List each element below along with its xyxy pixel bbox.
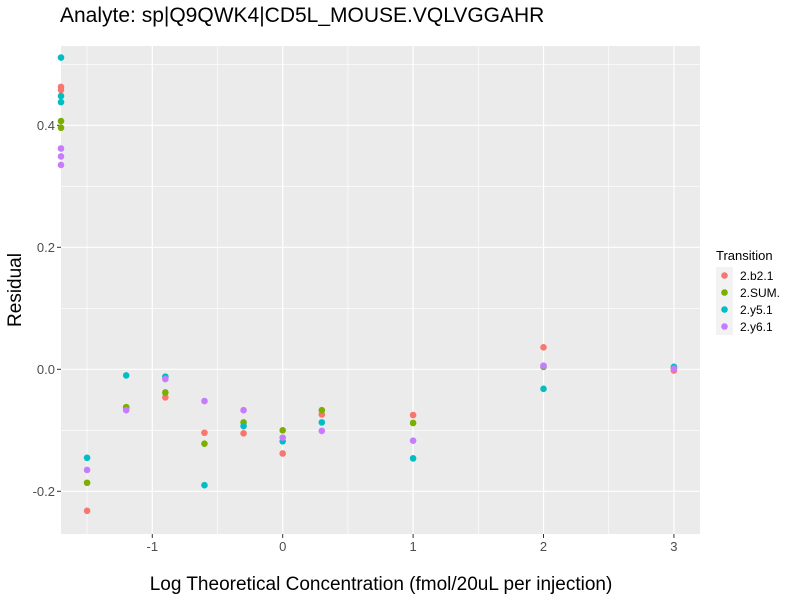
- legend-title: Transition: [716, 248, 773, 263]
- data-point: [279, 434, 286, 441]
- data-point: [57, 98, 65, 106]
- data-point: [318, 419, 326, 426]
- legend-label: 2.y5.1: [740, 303, 773, 317]
- y-tick-label: 0.4: [37, 118, 55, 133]
- x-axis-title: Log Theoretical Concentration (fmol/20uL…: [150, 574, 613, 595]
- data-point: [57, 92, 65, 100]
- data-point: [57, 145, 65, 152]
- data-point: [409, 419, 417, 427]
- x-tick-label: -1: [147, 539, 159, 554]
- data-point: [57, 153, 65, 160]
- data-point: [83, 507, 91, 515]
- data-point: [201, 481, 208, 489]
- legend-marker: [721, 306, 728, 313]
- axis-tick-labels: -1 0 1 2 3 -0.2 0.0 0.2 0.4: [33, 118, 678, 554]
- y-tick-label: -0.2: [33, 484, 55, 499]
- data-point: [540, 385, 547, 393]
- legend-label: 2.SUM.: [740, 286, 780, 300]
- data-point: [122, 406, 130, 414]
- data-point: [240, 422, 247, 430]
- data-point: [318, 406, 326, 414]
- data-point: [122, 372, 130, 379]
- data-point: [240, 406, 247, 414]
- y-axis-title: Residual: [5, 253, 26, 327]
- data-point: [201, 429, 208, 437]
- x-tick-label: 2: [540, 539, 547, 554]
- legend-marker: [721, 289, 728, 296]
- data-point: [318, 427, 326, 435]
- chart-title: Analyte: sp|Q9QWK4|CD5L_MOUSE.VQLVGGAHR: [60, 4, 544, 27]
- data-point: [540, 344, 547, 351]
- legend: Transition 2.b2.1 2.SUM. 2.y5.1 2.y6.1: [716, 248, 780, 335]
- x-tick-label: 0: [279, 539, 286, 554]
- data-point: [279, 427, 286, 434]
- legend-label: 2.b2.1: [740, 269, 774, 283]
- legend-marker: [721, 323, 728, 330]
- data-point: [83, 454, 91, 462]
- data-point: [83, 466, 91, 474]
- x-tick-label: 3: [670, 539, 677, 554]
- data-point: [201, 440, 208, 448]
- data-point: [83, 479, 91, 487]
- data-point: [409, 437, 417, 444]
- data-points: [57, 54, 678, 515]
- data-point: [409, 411, 417, 419]
- x-tick-label: 1: [409, 539, 416, 554]
- data-point: [201, 397, 208, 405]
- data-point: [57, 124, 65, 132]
- data-point: [57, 117, 65, 125]
- data-point: [57, 161, 65, 169]
- data-point: [57, 54, 65, 61]
- y-tick-label: 0.2: [37, 240, 55, 255]
- data-point: [540, 362, 547, 369]
- plot-panel: [61, 46, 700, 534]
- data-point: [162, 375, 169, 383]
- data-point: [409, 455, 417, 462]
- minor-gridlines: [61, 46, 700, 534]
- data-point: [57, 86, 65, 94]
- data-point: [240, 430, 247, 437]
- data-point: [162, 389, 169, 396]
- data-point: [162, 394, 169, 401]
- y-tick-label: 0.0: [37, 362, 55, 377]
- major-gridlines: [61, 46, 700, 534]
- legend-marker: [721, 272, 728, 279]
- data-point: [279, 450, 286, 457]
- data-point: [670, 365, 678, 372]
- legend-label: 2.y6.1: [740, 320, 773, 334]
